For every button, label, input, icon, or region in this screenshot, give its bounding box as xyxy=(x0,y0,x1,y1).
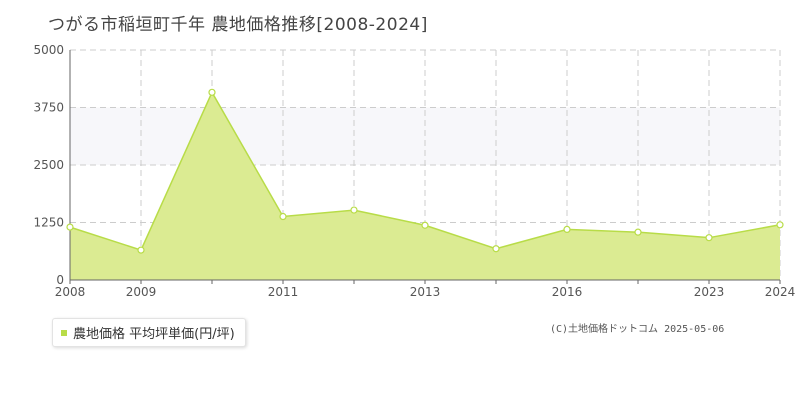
x-tick-label-7: 2016 xyxy=(552,285,583,299)
data-point-8 xyxy=(634,228,642,236)
y-tick-label-1: 1250 xyxy=(33,216,64,230)
legend-label: 農地価格 平均坪単価(円/坪) xyxy=(73,327,235,342)
x-tick-label-5: 2013 xyxy=(410,285,441,299)
series-area xyxy=(70,92,780,280)
data-point-9 xyxy=(705,234,713,242)
x-tick-label-9: 2023 xyxy=(694,285,725,299)
data-point-0 xyxy=(66,223,74,231)
y-tick-label-2: 2500 xyxy=(33,158,64,172)
plot-band xyxy=(70,107,780,165)
data-point-5 xyxy=(421,221,429,229)
x-tick-label-1: 2009 xyxy=(126,285,157,299)
credit-text: (C)土地価格ドットコム 2025-05-06 xyxy=(550,324,725,335)
y-tick-label-3: 3750 xyxy=(33,101,64,115)
data-point-1 xyxy=(137,246,145,254)
x-tick-label-10: 2024 xyxy=(765,285,796,299)
data-point-10 xyxy=(776,221,784,229)
chart-title: つがる市稲垣町千年 農地価格推移[2008-2024] xyxy=(48,15,428,35)
data-point-3 xyxy=(279,212,287,221)
data-point-2 xyxy=(208,88,216,96)
legend-swatch xyxy=(61,329,67,336)
y-tick-label-4: 5000 xyxy=(33,43,64,57)
data-point-4 xyxy=(350,206,358,214)
y-tick-label-0: 0 xyxy=(56,273,64,287)
x-tick-label-0: 2008 xyxy=(55,285,86,299)
x-tick-label-3: 2011 xyxy=(268,285,299,299)
legend: 農地価格 平均坪単価(円/坪) xyxy=(52,318,246,347)
data-point-6 xyxy=(492,245,500,253)
data-point-7 xyxy=(563,225,571,233)
